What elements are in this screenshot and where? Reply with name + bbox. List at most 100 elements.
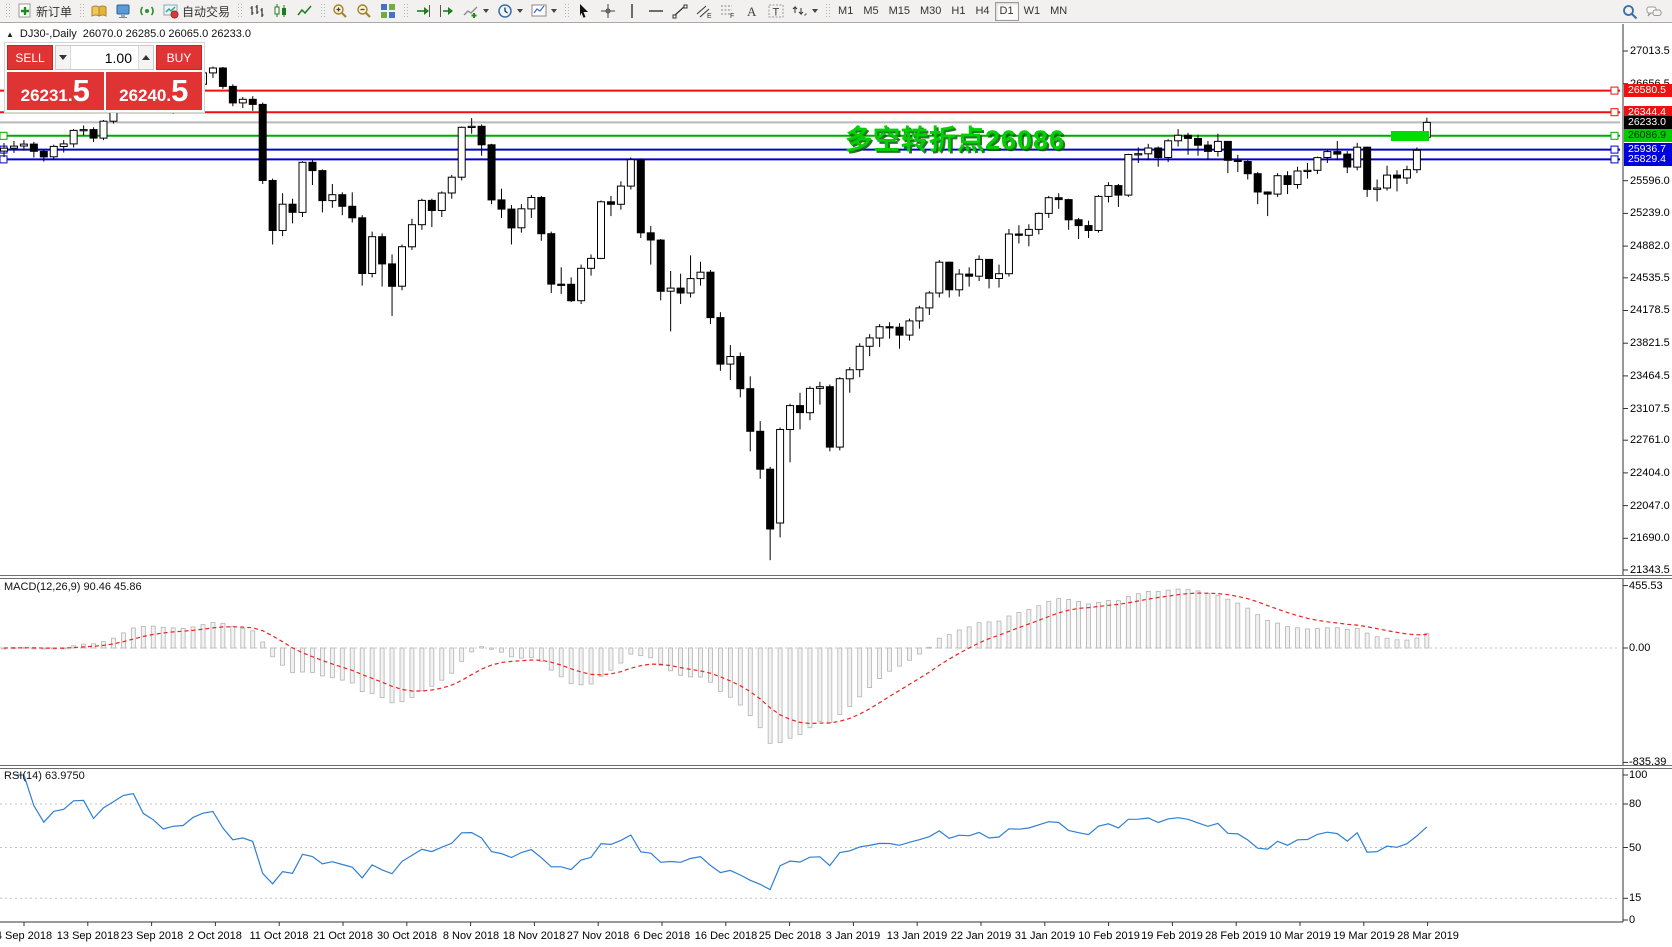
macd-rsi-divider[interactable] — [0, 765, 1672, 769]
highlight-segment[interactable] — [1391, 131, 1429, 141]
sell-price-display[interactable]: 26231. 5 — [7, 72, 104, 110]
vertical-line-icon — [631, 4, 633, 18]
timeframe-w1-button[interactable]: W1 — [1023, 5, 1041, 17]
timeframe-mn-button[interactable]: MN — [1050, 5, 1068, 17]
chat-button[interactable] — [1642, 2, 1666, 22]
horizontal-line-button[interactable] — [644, 1, 668, 21]
buy-price-dot: . — [166, 86, 172, 105]
timeframe-d1-button[interactable]: D1 — [994, 1, 1019, 21]
dropdown-caret-icon[interactable] — [483, 9, 490, 13]
market-watch-button[interactable] — [87, 1, 111, 21]
terminal-icon — [116, 4, 130, 18]
volume-decrease-button[interactable] — [56, 46, 71, 69]
text-button[interactable]: A — [740, 1, 764, 21]
hline-right-handle[interactable] — [1610, 108, 1619, 117]
date-axis-tick: 4 Sep 2018 — [0, 930, 53, 942]
date-axis-tick: 28 Feb 2019 — [1205, 930, 1267, 942]
signals-icon — [140, 6, 154, 16]
toolbar-grip[interactable] — [825, 3, 831, 19]
hline-left-handle[interactable] — [0, 131, 8, 140]
buy-price-display[interactable]: 26240. 5 — [105, 72, 202, 110]
equidistant-channel-button[interactable]: E — [692, 1, 716, 21]
dropdown-caret-icon[interactable] — [517, 9, 524, 13]
toolbar-grip[interactable] — [320, 3, 326, 19]
text-label-button[interactable]: T — [764, 1, 788, 21]
tile-windows-button[interactable] — [376, 1, 400, 21]
zoom-in-button[interactable] — [328, 1, 352, 21]
price-axis-tick: 25239.0 — [1630, 207, 1670, 219]
tile-windows-icon — [381, 4, 396, 18]
crosshair-button[interactable] — [596, 1, 620, 21]
hline-right-handle[interactable] — [1610, 131, 1619, 140]
date-axis-tick: 11 Oct 2018 — [249, 930, 309, 942]
signals-button[interactable] — [135, 1, 159, 21]
hline-right-handle[interactable] — [1610, 145, 1619, 154]
price-macd-divider[interactable] — [0, 575, 1672, 579]
new-order-icon — [18, 3, 31, 18]
vertical-line-button[interactable] — [620, 1, 644, 21]
timeframe-h1-button[interactable]: H1 — [951, 5, 966, 17]
search-button[interactable] — [1618, 2, 1642, 22]
date-axis-tick: 16 Dec 2018 — [694, 930, 758, 942]
chart-shift-icon — [440, 5, 454, 17]
trendline-button[interactable] — [668, 1, 692, 21]
line-chart-button[interactable] — [293, 1, 317, 21]
timeframe-m30-button[interactable]: M30 — [920, 5, 942, 17]
candlestick-chart-button[interactable] — [269, 1, 293, 21]
new-order-button[interactable]: 新订单 — [13, 1, 76, 21]
toolbar-grip[interactable] — [79, 3, 85, 19]
volume-increase-button[interactable] — [138, 46, 153, 69]
terminal-button[interactable] — [111, 1, 135, 21]
date-axis-tick: 10 Mar 2019 — [1269, 930, 1331, 942]
clock-icon — [498, 4, 512, 18]
bar-chart-button[interactable] — [245, 1, 269, 21]
date-axis-tick: 13 Jan 2019 — [886, 930, 948, 942]
label-icon: T — [768, 4, 784, 19]
dropdown-caret-icon[interactable] — [812, 9, 819, 13]
toolbar-grip[interactable] — [237, 3, 243, 19]
chart-shift-button[interactable] — [435, 1, 459, 21]
arrows-button[interactable] — [788, 1, 822, 21]
candles-layer — [0, 66, 1431, 561]
auto-scroll-button[interactable] — [411, 1, 435, 21]
down-arrow-icon — [59, 55, 67, 60]
date-axis-tick: 23 Sep 2018 — [120, 930, 184, 942]
timeframe-m5-button[interactable]: M5 — [863, 5, 879, 17]
fibonacci-button[interactable]: F — [716, 1, 740, 21]
buy-button[interactable]: BUY — [156, 45, 202, 70]
timeframe-m15-button[interactable]: M15 — [888, 5, 910, 17]
svg-text:A: A — [747, 4, 757, 19]
toolbar-grip[interactable] — [5, 3, 10, 19]
indicators-button[interactable] — [459, 1, 493, 21]
price-axis-tick: 25596.0 — [1630, 175, 1670, 187]
rsi-axis-tick: 80 — [1629, 798, 1642, 810]
dropdown-caret-icon[interactable] — [551, 9, 558, 13]
new-order-button-label: 新订单 — [36, 4, 73, 19]
timeframe-h4-button[interactable]: H4 — [975, 5, 990, 17]
date-axis-tick: 18 Nov 2018 — [502, 930, 566, 942]
hline-right-handle[interactable] — [1610, 86, 1619, 95]
auto-trading-button[interactable]: 自动交易 — [159, 1, 234, 21]
templates-button[interactable] — [527, 1, 561, 21]
sell-button[interactable]: SELL — [7, 45, 53, 70]
hline-right-handle[interactable] — [1610, 155, 1619, 164]
price-axis-tick: 23821.5 — [1630, 337, 1670, 349]
auto-trading-button-label: 自动交易 — [182, 4, 231, 19]
timeframe-m1-button[interactable]: M1 — [838, 5, 854, 17]
collapse-triangle-icon[interactable]: ▲ — [6, 29, 14, 39]
cursor-icon — [580, 4, 589, 18]
svg-text:T: T — [773, 7, 780, 19]
trendline-icon — [672, 4, 688, 19]
toolbar-grip[interactable] — [403, 3, 409, 19]
zoom-out-button[interactable] — [352, 1, 376, 21]
periods-button[interactable] — [493, 1, 527, 21]
toolbar-grip[interactable] — [564, 3, 570, 19]
up-arrow-icon — [142, 55, 150, 60]
date-axis-tick: 6 Dec 2018 — [633, 930, 691, 942]
price-axis-tick: 21690.0 — [1630, 532, 1670, 544]
chart-text-annotation[interactable]: 多空转折点26086 — [845, 125, 1066, 155]
date-axis-tick: 27 Nov 2018 — [566, 930, 630, 942]
volume-input[interactable]: 1.00 — [71, 46, 138, 69]
cursor-button[interactable] — [572, 1, 596, 21]
